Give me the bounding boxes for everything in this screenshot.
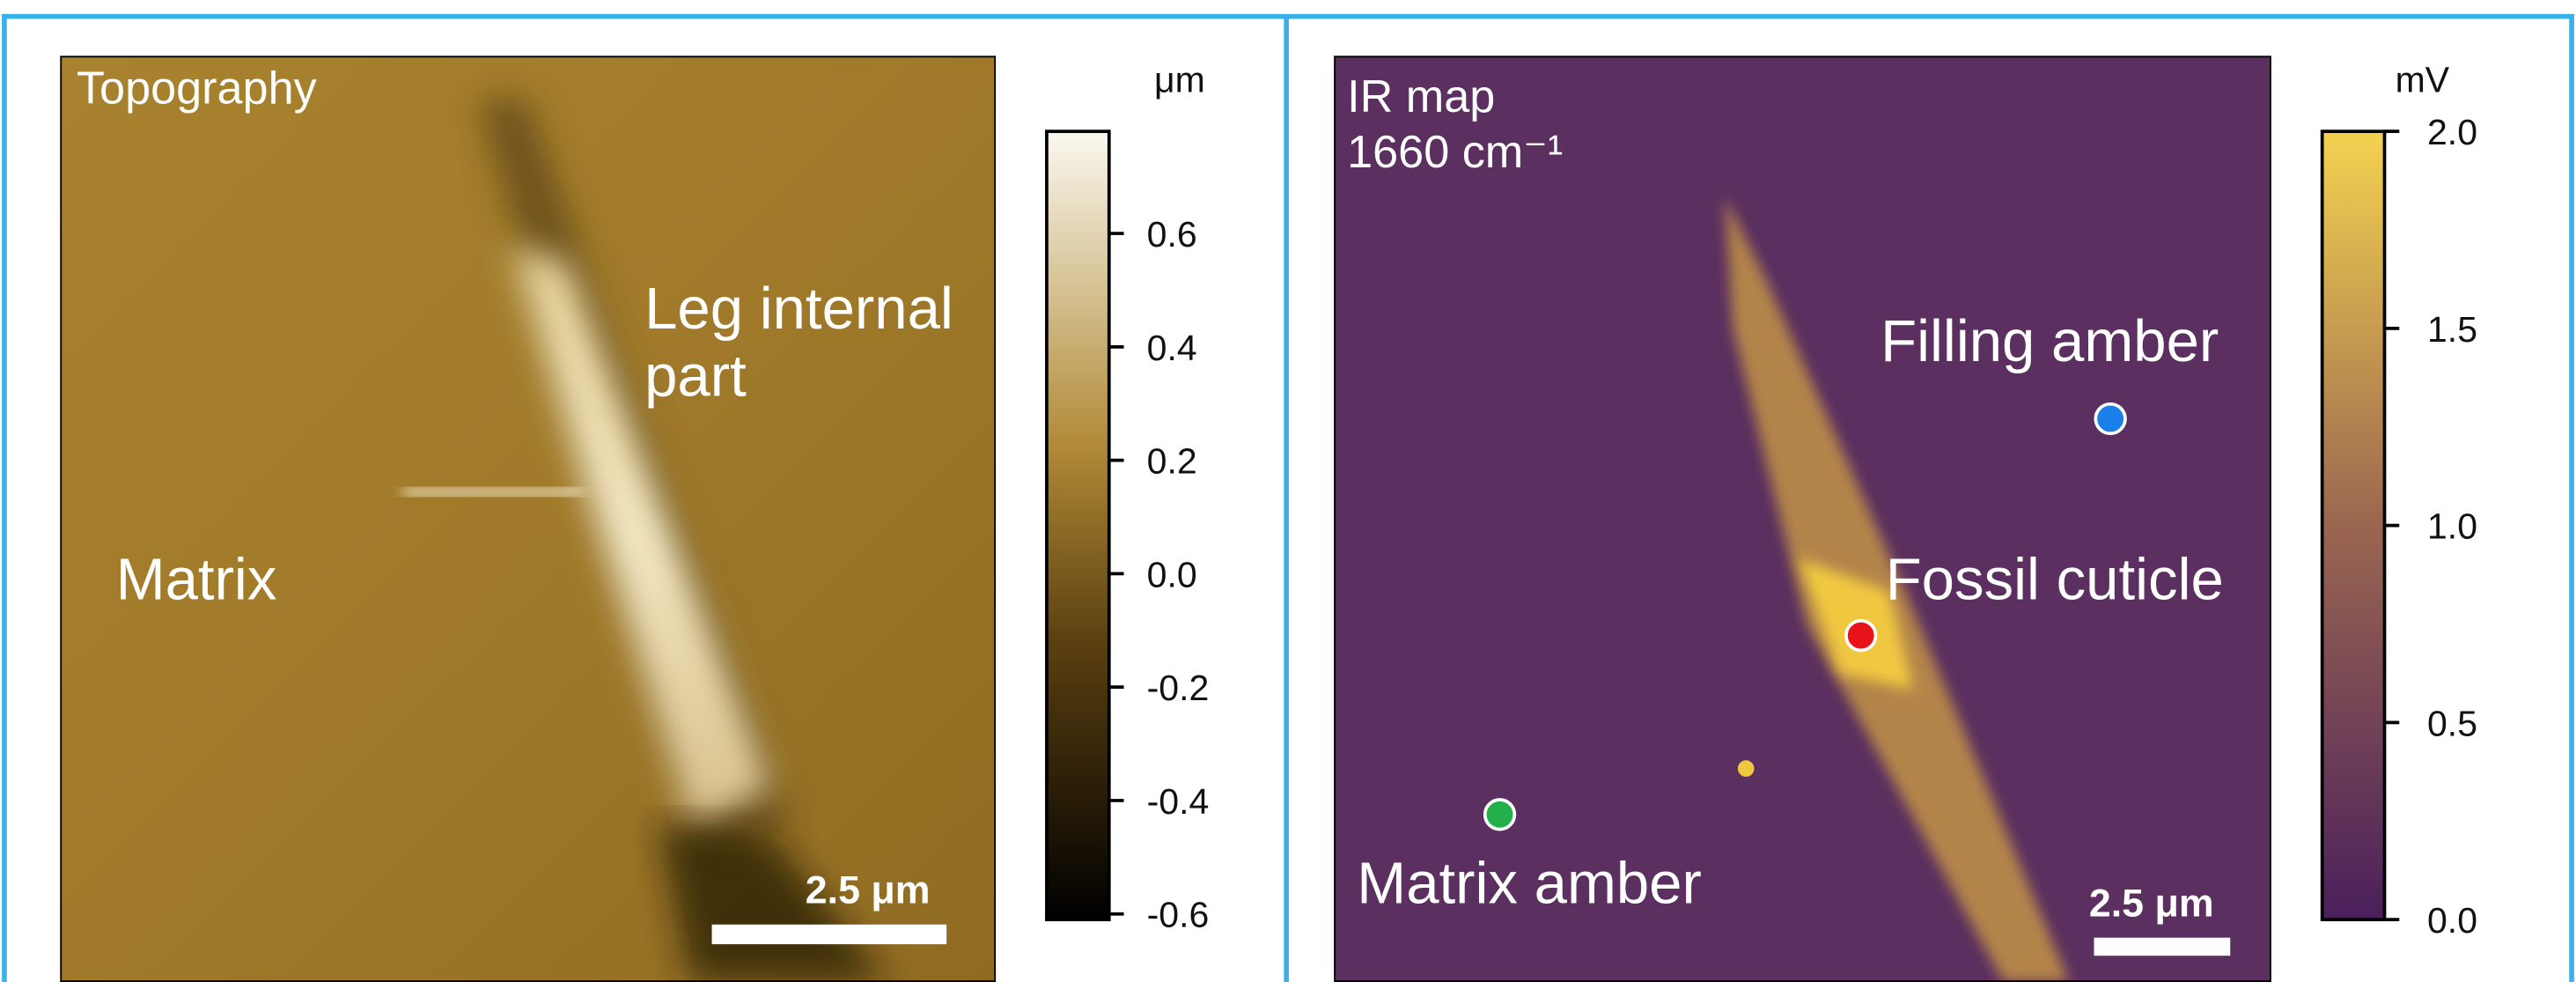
annotation: part xyxy=(644,343,747,409)
tick-label: -0.2 xyxy=(1147,668,1210,708)
marker xyxy=(1844,618,1878,653)
annotation: Fossil cuticle xyxy=(1886,547,2224,613)
scale-bar xyxy=(711,924,947,945)
tick-label: 0.6 xyxy=(1147,214,1197,255)
colorbar-unit: μm xyxy=(1154,59,1205,100)
marker xyxy=(1483,798,1517,831)
tick-label: 1.0 xyxy=(2427,506,2477,547)
ir-image xyxy=(1334,55,2271,982)
colorbar-unit: mV xyxy=(2396,59,2450,100)
annotation: Filling amber xyxy=(1880,308,2219,374)
marker xyxy=(2094,402,2127,436)
tick-label: 2.0 xyxy=(2427,112,2477,152)
annotation: Leg internal xyxy=(644,276,953,342)
scale-bar xyxy=(2094,937,2231,956)
tick-label: 0.0 xyxy=(2427,900,2477,941)
tick-label: 0.2 xyxy=(1147,441,1197,482)
colorbar xyxy=(1045,129,1111,922)
tick-label: 0.0 xyxy=(1147,554,1197,594)
colorbar xyxy=(2320,129,2387,922)
tick-label: 0.5 xyxy=(2427,703,2477,743)
tick-label: -0.6 xyxy=(1147,895,1210,935)
panel-subtitle: 1660 cm⁻¹ xyxy=(1347,127,1563,178)
scale-bar-label: 2.5 μm xyxy=(2089,881,2214,925)
annotation: Matrix xyxy=(116,547,277,613)
panel-title: IR map xyxy=(1347,71,1495,122)
topography-image xyxy=(60,55,997,982)
panel-title: Topography xyxy=(77,63,317,114)
tick-label: 1.5 xyxy=(2427,309,2477,350)
annotation: Matrix amber xyxy=(1357,851,1702,917)
tick-label: 0.4 xyxy=(1147,328,1197,368)
tick-label: -0.4 xyxy=(1147,781,1210,822)
scale-bar-label: 2.5 μm xyxy=(806,868,931,912)
